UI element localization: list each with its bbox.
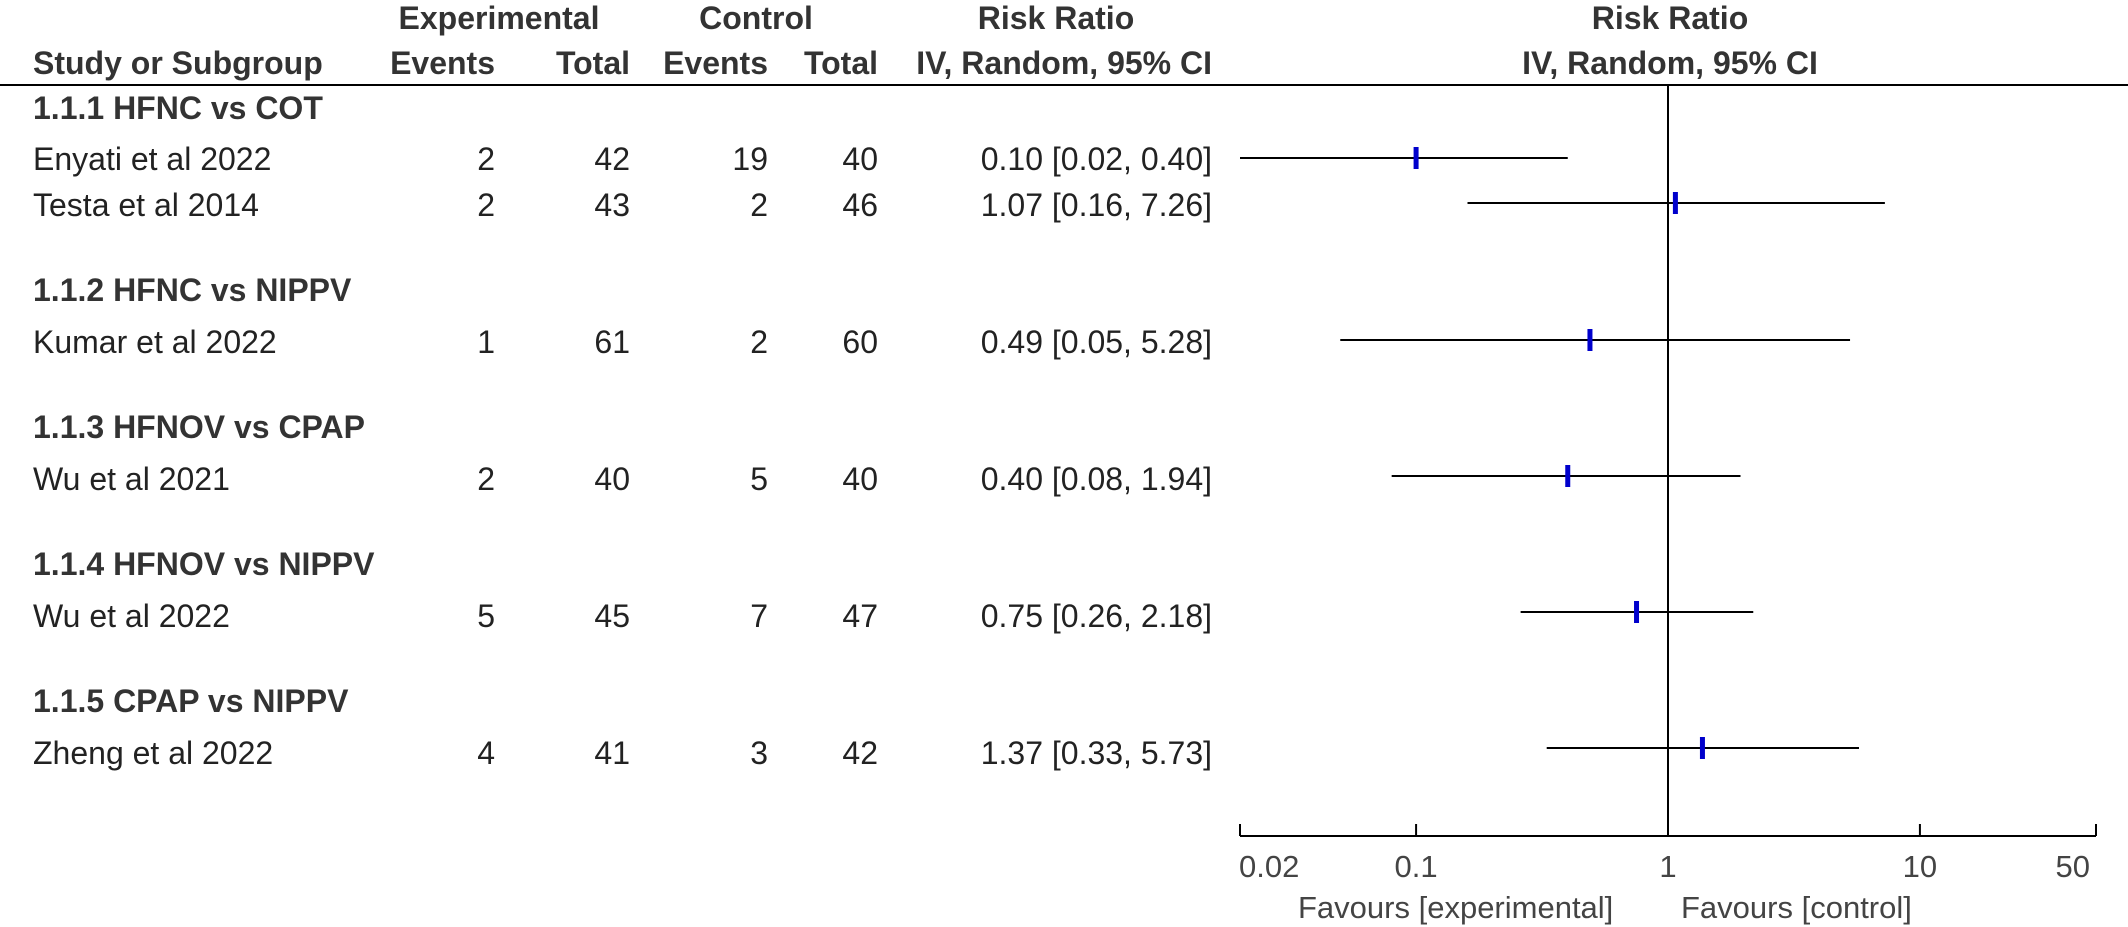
study-name: Enyati et al 2022 (33, 141, 272, 177)
exp-total-cell: 40 (594, 461, 630, 497)
risk-ratio-column-title: Risk Ratio (977, 0, 1135, 36)
subgroup-heading: 1.1.5 CPAP vs NIPPV (33, 683, 349, 719)
exp-events-cell: 5 (477, 598, 495, 634)
ctl-events-cell: 7 (750, 598, 768, 634)
ctl-events-cell: 19 (732, 141, 768, 177)
ctl-total-cell: 40 (842, 461, 878, 497)
exp-total-cell: 43 (594, 187, 630, 223)
x-tick-label: 50 (2056, 849, 2090, 884)
subgroup-heading: 1.1.1 HFNC vs COT (33, 90, 323, 126)
x-tick-label: 1 (1659, 849, 1676, 884)
ci-text-cell: 0.49 [0.05, 5.28] (980, 324, 1212, 360)
study-name: Wu et al 2022 (33, 598, 230, 634)
ctl-total-cell: 46 (842, 187, 878, 223)
point-estimate (1413, 147, 1419, 169)
plot-method-header: IV, Random, 95% CI (1522, 45, 1818, 81)
subgroup-heading: 1.1.2 HFNC vs NIPPV (33, 272, 352, 308)
point-estimate (1587, 329, 1593, 351)
exp-events-cell: 1 (477, 324, 495, 360)
point-estimate (1634, 601, 1640, 623)
ctl-events-column-header: Events (663, 45, 768, 81)
subgroup-heading: 1.1.4 HFNOV vs NIPPV (33, 546, 375, 582)
exp-total-cell: 45 (594, 598, 630, 634)
study-name: Kumar et al 2022 (33, 324, 277, 360)
ctl-total-cell: 47 (842, 598, 878, 634)
experimental-group-header: Experimental (398, 0, 600, 36)
ci-text-cell: 0.40 [0.08, 1.94] (980, 461, 1212, 497)
exp-events-cell: 2 (477, 187, 495, 223)
exp-events-cell: 2 (477, 141, 495, 177)
favours-experimental-label: Favours [experimental] (1298, 890, 1614, 925)
exp-total-cell: 42 (594, 141, 630, 177)
method-column-header: IV, Random, 95% CI (916, 45, 1212, 81)
study-name: Testa et al 2014 (33, 187, 259, 223)
favours-control-label: Favours [control] (1681, 890, 1912, 925)
ctl-total-cell: 40 (842, 141, 878, 177)
ctl-events-cell: 3 (750, 735, 768, 771)
study-column-header: Study or Subgroup (33, 45, 323, 81)
exp-total-cell: 61 (594, 324, 630, 360)
point-estimate (1672, 192, 1678, 214)
point-estimate (1699, 737, 1705, 759)
ctl-total-column-header: Total (803, 45, 878, 81)
point-estimate (1565, 465, 1571, 487)
ctl-events-cell: 5 (750, 461, 768, 497)
ci-text-cell: 1.37 [0.33, 5.73] (980, 735, 1212, 771)
exp-total-column-header: Total (555, 45, 630, 81)
x-tick-label: 10 (1903, 849, 1937, 884)
ci-text-cell: 0.10 [0.02, 0.40] (980, 141, 1212, 177)
x-tick-label: 0.1 (1395, 849, 1438, 884)
exp-events-column-header: Events (390, 45, 495, 81)
ctl-events-cell: 2 (750, 324, 768, 360)
exp-total-cell: 41 (594, 735, 630, 771)
ci-text-cell: 1.07 [0.16, 7.26] (980, 187, 1212, 223)
plot-title: Risk Ratio (1591, 0, 1749, 36)
ctl-events-cell: 2 (750, 187, 768, 223)
study-name: Zheng et al 2022 (33, 735, 274, 771)
x-tick-label: 0.02 (1239, 849, 1299, 884)
exp-events-cell: 2 (477, 461, 495, 497)
ctl-total-cell: 60 (842, 324, 878, 360)
exp-events-cell: 4 (477, 735, 495, 771)
ctl-total-cell: 42 (842, 735, 878, 771)
study-name: Wu et al 2021 (33, 461, 230, 497)
control-group-header: Control (699, 0, 813, 36)
subgroup-heading: 1.1.3 HFNOV vs CPAP (33, 409, 365, 445)
ci-text-cell: 0.75 [0.26, 2.18] (980, 598, 1212, 634)
